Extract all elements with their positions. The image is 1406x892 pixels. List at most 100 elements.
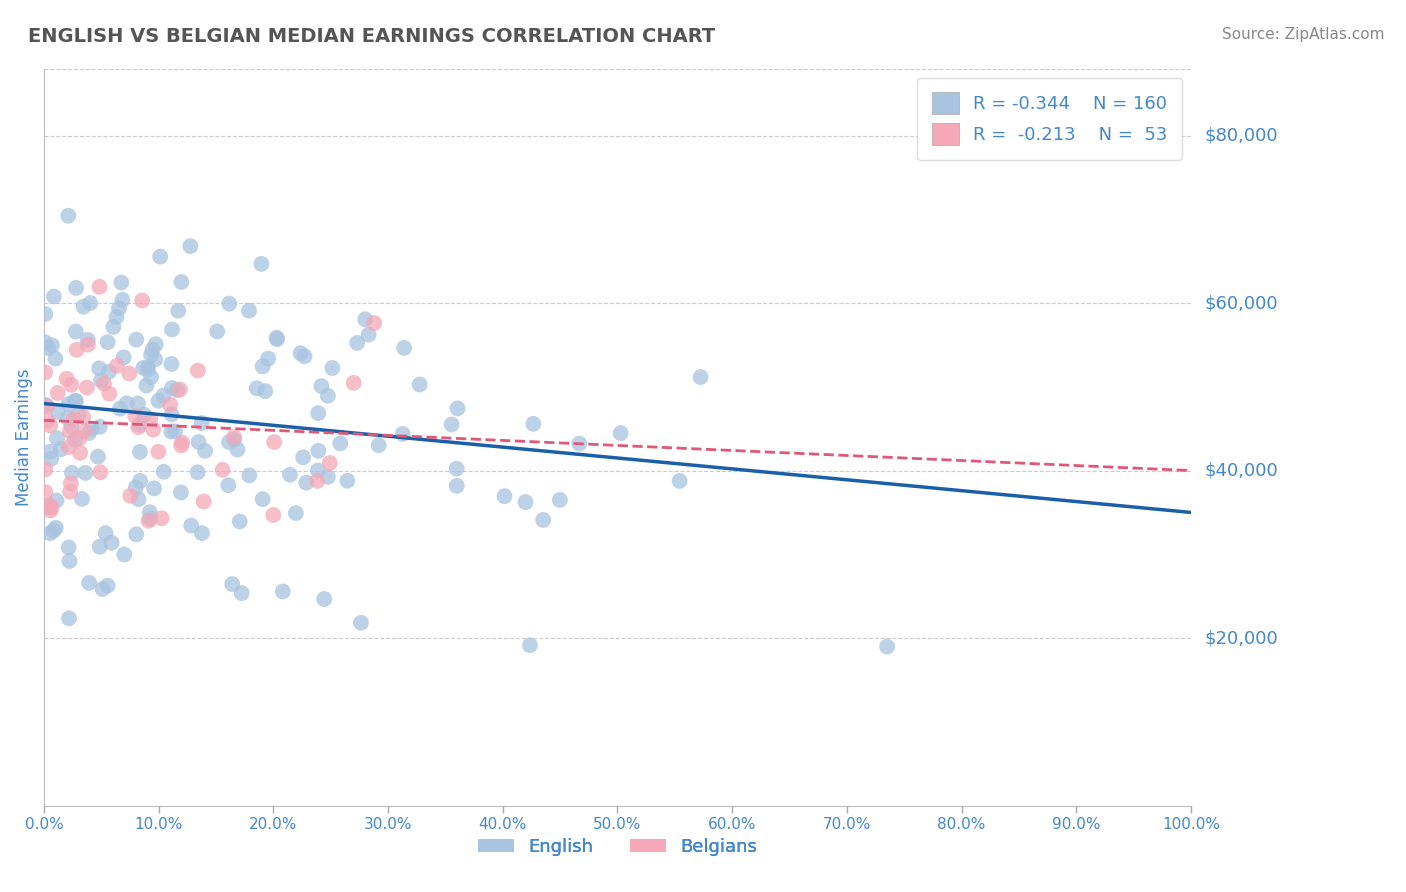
Point [39,451,62,466]
Point [65,281,87,295]
Point [59,425,82,439]
Point [39,503,62,517]
Point [79,296,101,310]
Point [266,331,288,345]
Point [228,515,250,529]
Point [103,319,125,334]
Point [65,433,87,447]
Point [354,312,377,326]
Point [58,541,80,555]
Point [89,540,111,554]
Point [250,257,273,271]
Point [76,380,98,394]
Point [100,535,122,549]
Point [42,524,65,538]
Point [224,433,246,447]
Point [263,435,285,450]
Point [290,346,312,360]
Text: $20,000: $20,000 [1205,629,1278,647]
Point [34,335,56,350]
Point [55,372,77,386]
Point [37,414,59,428]
Point [152,388,174,402]
Point [278,467,301,482]
Point [139,370,162,384]
Point [76,337,98,351]
Point [211,463,233,477]
Text: $80,000: $80,000 [1205,127,1278,145]
Point [307,443,329,458]
Text: ENGLISH VS BELGIAN MEDIAN EARNINGS CORRELATION CHART: ENGLISH VS BELGIAN MEDIAN EARNINGS CORRE… [28,27,716,45]
Point [363,316,385,330]
Point [58,397,80,411]
Point [138,514,160,528]
Point [38,498,60,512]
Point [166,383,188,397]
Point [170,438,193,452]
Y-axis label: Median Earnings: Median Earnings [15,368,32,506]
Point [139,348,162,362]
Point [105,359,128,373]
Point [271,584,294,599]
Point [169,383,191,397]
Point [187,465,209,479]
Point [668,474,690,488]
Point [238,468,260,483]
Point [37,500,59,515]
Point [94,526,117,541]
Point [46,431,69,445]
Point [90,374,112,388]
Point [187,363,209,377]
Point [97,365,120,379]
Point [222,430,245,444]
Point [252,359,274,374]
Point [170,275,193,289]
Point [307,406,329,420]
Point [357,327,380,342]
Point [515,495,537,509]
Point [519,638,541,652]
Point [142,423,165,437]
Point [346,335,368,350]
Point [59,476,82,491]
Point [127,396,149,410]
Point [105,310,128,324]
Point [257,351,280,366]
Point [63,412,86,426]
Point [531,513,554,527]
Point [112,548,135,562]
Point [139,505,162,519]
Point [246,381,269,395]
Point [65,325,87,339]
Point [132,361,155,376]
Point [145,337,167,351]
Point [118,367,141,381]
Point [148,444,170,458]
Point [111,293,134,307]
Point [97,579,120,593]
Point [446,461,468,475]
Point [125,527,148,541]
Point [125,333,148,347]
Point [39,418,62,433]
Point [149,250,172,264]
Point [193,494,215,508]
Point [67,431,90,445]
Point [58,611,80,625]
Point [135,378,157,392]
Legend: English, Belgians: English, Belgians [471,830,765,863]
Point [89,419,111,434]
Point [34,307,56,321]
Point [226,442,249,457]
Point [134,408,156,422]
Point [56,411,79,425]
Point [252,492,274,507]
Point [494,489,516,503]
Point [160,381,183,395]
Point [89,280,111,294]
Point [136,360,159,375]
Point [350,615,373,630]
Point [110,276,132,290]
Point [143,352,166,367]
Point [180,518,202,533]
